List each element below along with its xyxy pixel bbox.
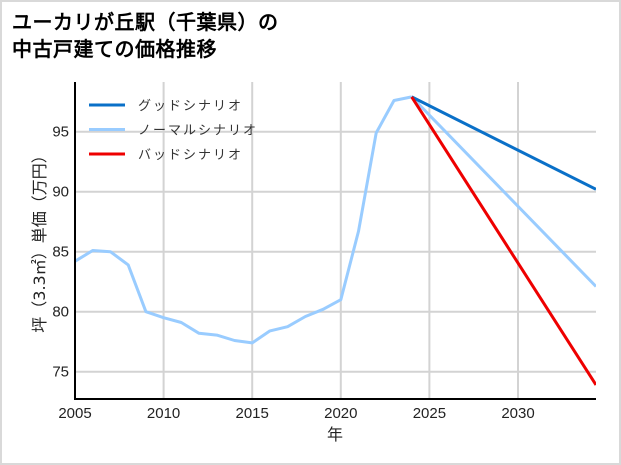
chart-title-line1: ユーカリが丘駅（千葉県）の: [12, 10, 279, 34]
y-tick-label: 90: [52, 184, 69, 201]
x-tick-label: 2025: [413, 405, 446, 422]
chart-title-line2: 中古戸建ての価格推移: [12, 37, 217, 61]
y-tick-label: 75: [52, 364, 69, 381]
y-axis-label: 坪（3.3㎡）単価（万円）: [30, 147, 49, 332]
x-tick-label: 2005: [58, 405, 91, 422]
data-series: [75, 95, 596, 386]
x-axis-label: 年: [327, 425, 343, 444]
legend-label: グッドシナリオ: [138, 99, 243, 114]
x-tick-label: 2015: [236, 405, 269, 422]
legend-label: ノーマルシナリオ: [138, 124, 258, 139]
x-tick-label: 2010: [147, 405, 180, 422]
y-tick-label: 95: [52, 124, 69, 141]
chart-title: ユーカリが丘駅（千葉県）の 中古戸建ての価格推移: [12, 9, 279, 63]
x-tick-label: 2020: [324, 405, 357, 422]
axes: [74, 82, 596, 400]
normal-scenario-line: [410, 95, 596, 288]
y-tick-labels: 75 80 85 90 95: [52, 124, 69, 381]
good-scenario-line: [411, 95, 596, 191]
x-tick-labels: 2005 2010 2015 2020 2025 2030: [58, 405, 534, 422]
y-tick-label: 80: [52, 304, 69, 321]
y-tick-label: 85: [52, 244, 69, 261]
x-tick-label: 2030: [501, 405, 534, 422]
historical-line: [75, 95, 412, 345]
bad-scenario-line: [410, 96, 596, 386]
legend-label: バッドシナリオ: [138, 148, 243, 163]
